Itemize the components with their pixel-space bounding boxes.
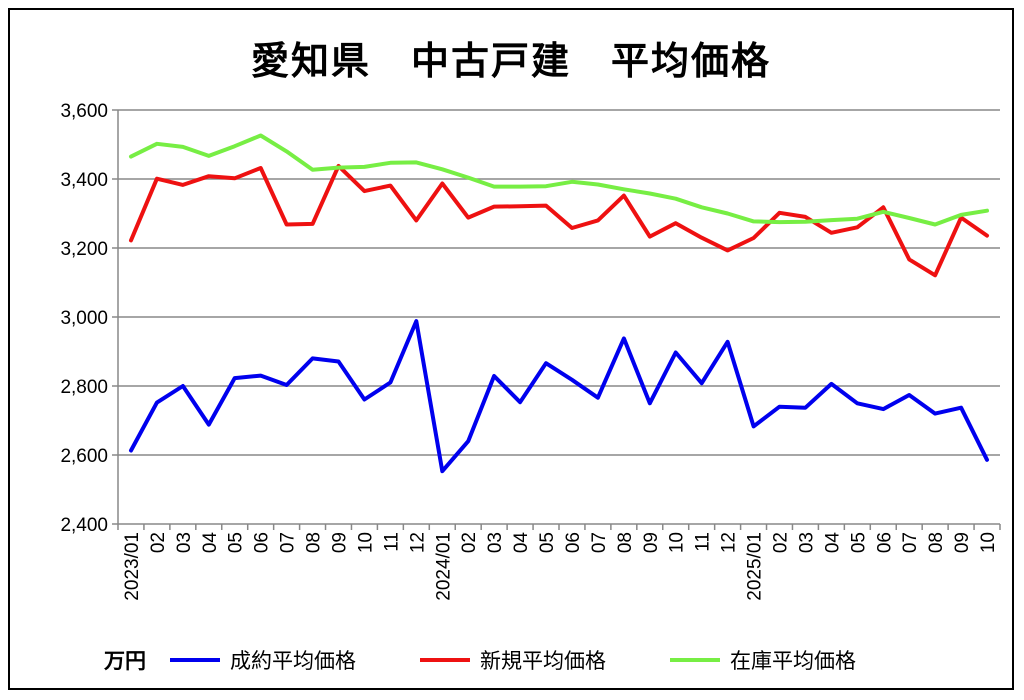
xtick-label: 10 [978,532,999,553]
legend-label-1: 成約平均価格 [230,649,356,673]
xtick-label: 03 [485,532,506,553]
ytick-label: 3,200 [60,239,108,260]
ytick-label: 3,600 [60,101,108,122]
xtick-label: 05 [848,532,869,553]
legend: 万円 成約平均価格 新規平均価格 在庫平均価格 [103,649,856,673]
xtick-label: 11 [693,532,714,552]
xtick-label: 2024/01 [433,532,454,601]
xtick-label: 05 [537,532,558,553]
ytick-label: 3,000 [60,308,108,329]
xtick-label: 02 [148,532,169,553]
xtick-label: 04 [511,532,532,554]
legend-label-3: 在庫平均価格 [730,649,856,673]
xtick-label: 08 [615,532,636,553]
xtick-label: 08 [926,532,947,553]
xtick-label: 10 [355,532,376,553]
xtick-label: 06 [874,532,895,553]
ytick-label: 3,400 [60,170,108,191]
xtick-label: 10 [667,532,688,553]
series-layer [129,133,989,474]
xtick-label: 09 [641,532,662,553]
unit-label: 万円 [103,649,146,673]
ytick-label: 2,800 [60,377,108,398]
xtick-label: 12 [719,532,740,553]
xtick-label: 12 [407,532,428,553]
xtick-label: 03 [796,532,817,553]
series-line-3 [129,133,989,227]
chart-title: 愛知県 中古戸建 平均価格 [251,39,771,83]
xtick-label: 07 [900,532,921,553]
series-line-1 [129,319,989,474]
xtick-label: 2025/01 [745,532,766,601]
xtick-label: 02 [771,532,792,553]
xtick-label: 06 [563,532,584,553]
ytick-label: 2,600 [60,446,108,467]
xtick-label: 07 [278,532,299,553]
xtick-label: 11 [381,532,402,552]
xtick-label: 09 [330,532,351,553]
series-line-2 [129,163,989,278]
xtick-label: 04 [822,532,843,554]
xtick-label: 07 [589,532,610,553]
chart-frame: 愛知県 中古戸建 平均価格 2,400 2,600 2,800 3,000 3,200 3… [8,8,1014,690]
xtick-label: 06 [252,532,273,553]
xtick-label: 05 [226,532,247,553]
legend-label-2: 新規平均価格 [480,649,606,673]
chart-canvas: 愛知県 中古戸建 平均価格 2,400 2,600 2,800 3,000 3,200 3… [60,39,1001,673]
ytick-label: 2,400 [60,515,108,536]
axis-layer: 2,400 2,600 2,800 3,000 3,200 3,400 3,600 2023/… [60,101,1001,601]
xtick-label: 2023/01 [122,532,143,601]
xtick-label: 03 [174,532,195,553]
xtick-label: 04 [200,532,221,554]
xtick-label: 08 [304,532,325,553]
xtick-label: 02 [459,532,480,553]
xtick-label: 09 [952,532,973,553]
